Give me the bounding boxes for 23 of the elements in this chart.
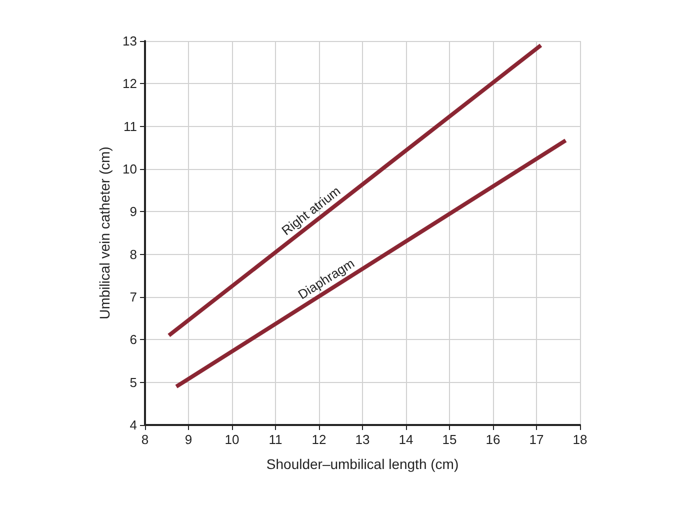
x-tick-label: 10: [224, 432, 240, 447]
y-tick-label: 10: [122, 162, 137, 176]
y-tick-label: 13: [122, 34, 137, 48]
x-tick-label: 13: [355, 432, 370, 447]
y-tick-label: 9: [130, 204, 137, 220]
x-tick-label: 16: [486, 432, 500, 447]
y-tick-label: 12: [122, 76, 137, 92]
y-tick-label: 5: [130, 374, 137, 390]
y-tick-label: 11: [124, 118, 137, 134]
x-tick-label: 17: [529, 432, 544, 447]
x-tick-label: 9: [184, 432, 192, 447]
x-tick-label: 11: [268, 432, 282, 447]
y-tick-label: 8: [130, 246, 137, 262]
y-tick-label: 7: [130, 290, 137, 304]
x-tick-label: 12: [312, 432, 326, 447]
x-tick-label: 8: [141, 432, 149, 447]
x-tick-label: 14: [398, 432, 414, 447]
y-axis-title: Umbilical vein catheter (cm): [96, 146, 113, 320]
y-tick-label: 6: [130, 332, 137, 348]
x-axis-title: Shoulder–umbilical length (cm): [266, 456, 459, 472]
y-tick-label: 4: [130, 418, 137, 432]
x-tick-label: 15: [442, 432, 457, 447]
x-tick-label: 18: [572, 432, 588, 447]
